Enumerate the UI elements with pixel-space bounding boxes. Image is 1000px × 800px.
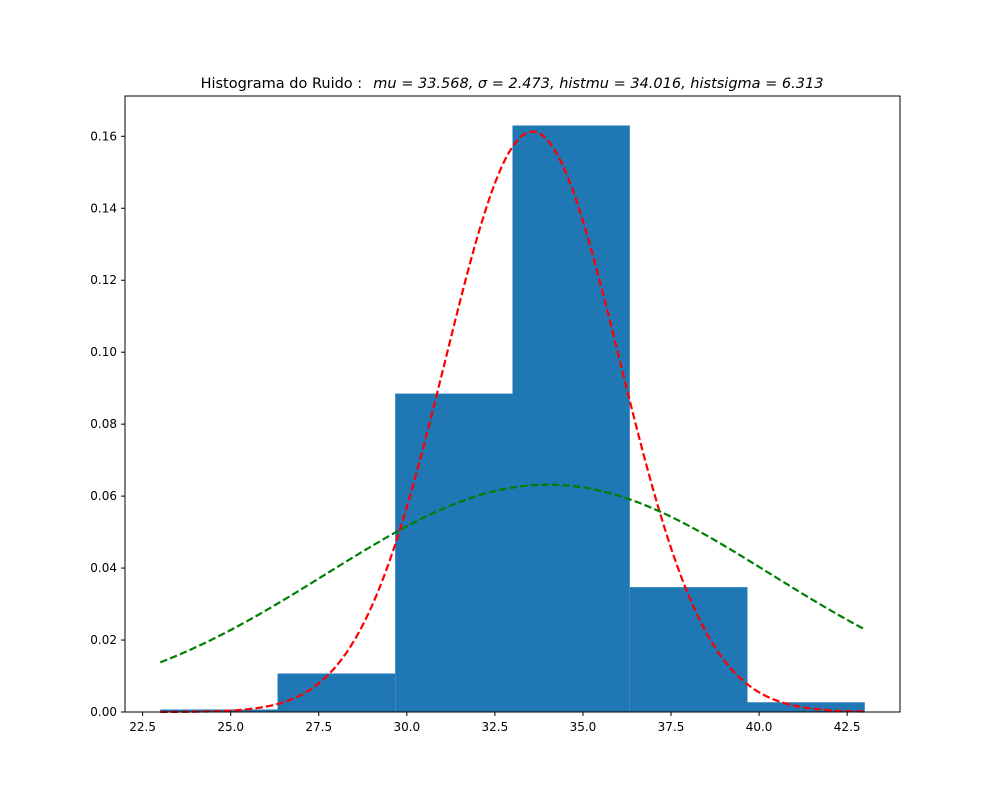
x-tick-label-0: 22.5	[129, 720, 156, 734]
x-tick-label-6: 37.5	[658, 720, 685, 734]
normal-curve-1	[159, 483, 866, 664]
x-tick-label-3: 30.0	[393, 720, 420, 734]
x-tick-label-2: 27.5	[305, 720, 332, 734]
y-tick-label-7: 0.14	[90, 201, 117, 215]
y-tick-label-0: 0.00	[90, 705, 117, 719]
histogram-bar-1	[277, 673, 396, 712]
normal-curve-0	[160, 130, 865, 714]
x-tick-label-8: 42.5	[834, 720, 861, 734]
y-tick-label-3: 0.06	[90, 489, 117, 503]
y-tick-label-1: 0.02	[90, 633, 117, 647]
x-tick-label-5: 35.0	[570, 720, 597, 734]
fit-curves	[159, 130, 866, 714]
chart-title: Histograma do Ruido : mu = 33.568, σ = 2…	[201, 73, 824, 92]
histogram-bars	[160, 125, 865, 713]
y-tick-label-2: 0.04	[90, 561, 117, 575]
x-tick-label-7: 40.0	[746, 720, 773, 734]
y-tick-label-6: 0.12	[90, 273, 117, 287]
y-tick-label-4: 0.08	[90, 417, 117, 431]
x-axis-ticks: 22.5 25.0 27.5 30.0 32.5 35.0 37.5 40.0 42.5	[129, 712, 861, 734]
histogram-bar-4	[629, 587, 748, 712]
x-tick-label-1: 25.0	[217, 720, 244, 734]
y-tick-label-8: 0.16	[90, 129, 117, 143]
histogram-bar-2	[395, 393, 513, 712]
histogram-bar-3	[512, 125, 630, 713]
chart-title-prefix: Histograma do Ruido :	[201, 76, 363, 92]
x-tick-label-4: 32.5	[482, 720, 509, 734]
y-tick-label-5: 0.10	[90, 345, 117, 359]
chart-title-equation: mu = 33.568, σ = 2.473, histmu = 34.016,…	[373, 76, 823, 92]
y-axis-ticks: 0.00 0.02 0.04 0.06 0.08 0.10 0.12 0.14 0.16	[90, 129, 125, 719]
plot-frame	[124, 95, 901, 713]
